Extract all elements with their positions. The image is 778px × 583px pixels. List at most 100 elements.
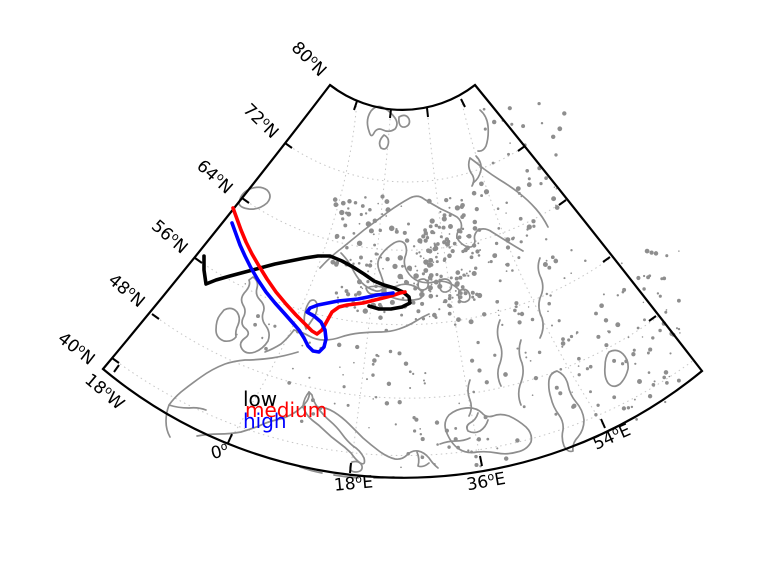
terrain-speckle <box>571 403 577 409</box>
terrain-speckle <box>519 311 525 317</box>
terrain-speckle <box>463 289 466 292</box>
terrain-speckle <box>620 362 625 366</box>
terrain-speckle <box>369 260 373 263</box>
terrain-speckle <box>553 258 559 264</box>
terrain-speckle <box>423 259 429 265</box>
terrain-speckle <box>515 438 520 443</box>
terrain-speckle <box>429 263 434 267</box>
svg-text:18oE: 18oE <box>333 471 374 495</box>
terrain-speckle <box>400 205 403 208</box>
terrain-speckle <box>604 343 609 348</box>
terrain-speckle <box>334 262 339 267</box>
latitude-label-64n: 64oN <box>192 156 236 198</box>
terrain-speckle <box>620 262 623 265</box>
terrain-speckle <box>428 315 431 318</box>
terrain-speckle <box>397 400 402 405</box>
terrain-speckle <box>476 340 480 345</box>
longitude-label-18e: 18oE <box>333 471 374 495</box>
terrain-speckle <box>430 283 433 286</box>
coastline-path-25 <box>603 349 629 388</box>
terrain-speckle <box>419 428 422 430</box>
terrain-speckle <box>479 181 484 187</box>
terrain-speckle <box>493 353 497 357</box>
terrain-speckle <box>454 426 458 430</box>
terrain-speckle <box>427 285 433 291</box>
terrain-speckle <box>383 310 386 314</box>
terrain-speckle <box>631 352 636 357</box>
terrain-speckle <box>468 319 474 325</box>
terrain-speckle <box>665 254 669 258</box>
terrain-speckle <box>409 386 412 390</box>
terrain-speckle <box>471 251 474 255</box>
terrain-speckle <box>669 352 672 355</box>
coastline-path-8 <box>319 195 524 269</box>
terrain-speckle <box>353 361 355 364</box>
terrain-speckle <box>517 320 522 325</box>
terrain-speckle <box>615 322 621 328</box>
terrain-speckle <box>554 153 558 157</box>
terrain-speckle <box>463 291 468 296</box>
terrain-speckle <box>571 391 573 393</box>
terrain-speckle <box>513 308 517 313</box>
terrain-speckle <box>634 362 637 365</box>
terrain-speckle <box>347 207 350 210</box>
terrain-speckle <box>474 454 478 459</box>
terrain-speckle <box>367 270 370 273</box>
terrain-speckle <box>352 262 355 266</box>
terrain-speckle <box>554 205 560 210</box>
terrain-speckle <box>570 272 573 275</box>
terrain-speckle <box>633 398 636 401</box>
terrain-speckle <box>505 270 508 272</box>
terrain-speckle <box>474 207 479 212</box>
legend-item-low: low <box>243 387 278 411</box>
terrain-speckle <box>345 245 349 250</box>
graticule-tick-9 <box>479 455 483 467</box>
terrain-speckle <box>505 245 511 250</box>
terrain-speckle <box>507 106 512 111</box>
terrain-speckle <box>526 228 529 231</box>
terrain-speckle <box>468 270 471 273</box>
terrain-speckle <box>359 286 363 289</box>
terrain-speckle <box>340 285 344 289</box>
terrain-speckle <box>447 303 451 308</box>
terrain-speckle <box>521 124 526 129</box>
terrain-speckle <box>374 284 378 289</box>
terrain-speckle <box>531 219 536 224</box>
latitude-label-48n: 48oN <box>104 270 148 312</box>
legend-item-high: high <box>243 409 287 433</box>
terrain-speckle <box>514 301 519 306</box>
terrain-speckle <box>495 299 500 304</box>
terrain-speckle <box>353 200 358 205</box>
terrain-speckle <box>415 252 419 255</box>
terrain-speckle <box>423 231 428 236</box>
terrain-speckle <box>365 263 369 267</box>
terrain-speckle <box>342 385 346 389</box>
terrain-speckle <box>448 224 453 229</box>
legend-item-medium: medium <box>245 398 328 422</box>
terrain-speckle <box>380 194 385 199</box>
svg-text:72oN: 72oN <box>239 99 283 143</box>
terrain-speckle <box>626 406 631 410</box>
terrain-speckle <box>471 243 477 248</box>
terrain-speckle <box>575 333 578 335</box>
terrain-speckle <box>664 310 668 314</box>
terrain-speckle <box>559 367 563 371</box>
terrain-speckle <box>447 296 452 301</box>
terrain-speckle <box>489 260 493 264</box>
terrain-speckle <box>405 280 410 285</box>
terrain-speckle <box>384 401 390 406</box>
terrain-speckle <box>446 239 451 244</box>
terrain-speckle <box>664 400 667 404</box>
terrain-speckle <box>545 259 548 262</box>
coastline-path-33 <box>496 319 503 387</box>
terrain-speckle <box>491 161 495 165</box>
trajectory-high <box>230 221 395 354</box>
terrain-speckle <box>529 360 532 362</box>
terrain-speckle <box>505 201 508 204</box>
graticule-tick-13 <box>426 107 429 118</box>
terrain-speckle <box>423 382 426 385</box>
coastline-path-9 <box>340 240 461 292</box>
terrain-speckle <box>562 111 567 116</box>
coastline-path-6 <box>239 276 270 354</box>
terrain-speckle <box>374 252 378 256</box>
